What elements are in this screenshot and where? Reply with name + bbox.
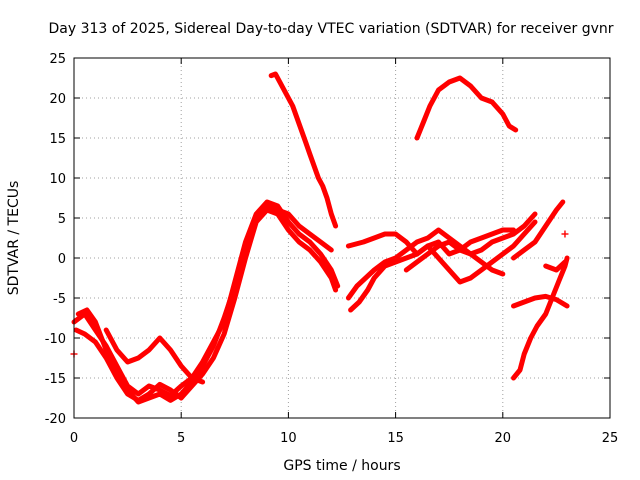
x-tick-label: 15 — [387, 431, 404, 446]
series-trace-g — [345, 227, 506, 301]
y-axis-label: SDTVAR / TECUs — [6, 181, 22, 296]
chart-title: Day 313 of 2025, Sidereal Day-to-day VTE… — [48, 21, 613, 37]
series-trace-d — [103, 327, 206, 385]
y-tick-label: 5 — [58, 212, 66, 227]
y-tick-label: 15 — [49, 132, 66, 147]
axis-ticks: 0 5 10 15 20 25 -20 -15 -10 -5 0 5 10 15 20 25 — [45, 52, 619, 446]
y-tick-label: 25 — [49, 52, 66, 67]
y-tick-label: -20 — [45, 412, 66, 427]
series-trace-l — [511, 255, 570, 381]
x-tick-label: 10 — [280, 431, 297, 446]
series-trace-n — [543, 259, 568, 273]
x-axis-label: GPS time / hours — [283, 458, 400, 474]
series-trace-i — [403, 211, 538, 273]
outlier-point — [561, 230, 569, 238]
x-tick-label: 20 — [495, 431, 512, 446]
series-trace-h — [348, 219, 538, 313]
series-trace-c — [75, 203, 334, 405]
data-layer — [70, 71, 570, 405]
series-trace-k — [511, 293, 570, 309]
series-trace-f — [345, 227, 516, 257]
x-tick-label: 5 — [177, 431, 185, 446]
y-tick-label: -10 — [45, 332, 66, 347]
plot-frame — [73, 57, 611, 419]
series-trace-m — [511, 199, 566, 261]
y-tick-label: -15 — [45, 372, 66, 387]
series-trace-e — [268, 71, 339, 229]
series-trace-j — [414, 75, 519, 141]
y-tick-label: 0 — [58, 252, 66, 267]
y-tick-label: -5 — [53, 292, 66, 307]
x-tick-label: 25 — [602, 431, 619, 446]
y-tick-label: 20 — [49, 92, 66, 107]
x-tick-label: 0 — [70, 431, 78, 446]
y-tick-label: 10 — [49, 172, 66, 187]
